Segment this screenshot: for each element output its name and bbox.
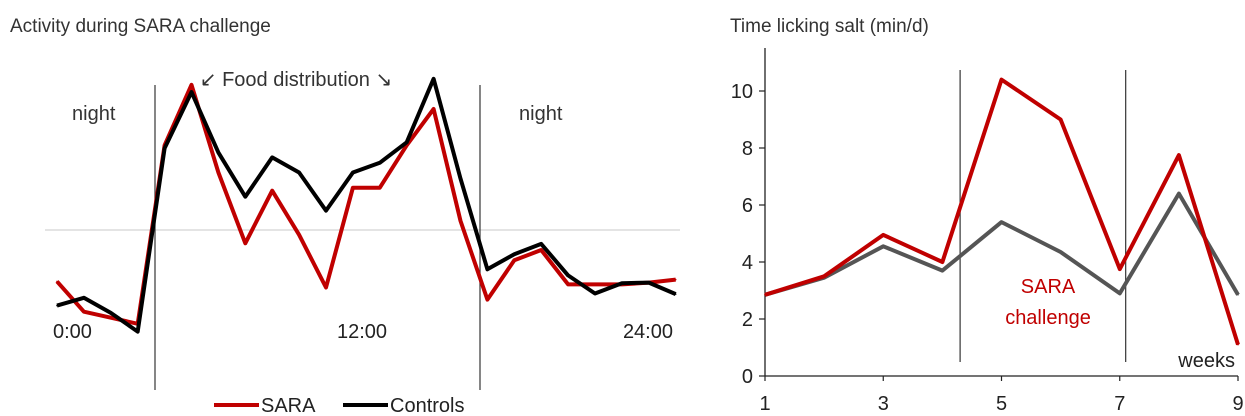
data-point bbox=[217, 171, 220, 174]
data-point bbox=[459, 177, 462, 180]
data-point bbox=[459, 220, 462, 222]
data-point bbox=[486, 298, 489, 301]
x-axis-title: weeks bbox=[1177, 350, 1235, 372]
data-point bbox=[432, 77, 435, 80]
data-point bbox=[941, 261, 944, 263]
y-tick-label: 4 bbox=[742, 252, 753, 274]
x-tick-label: 3 bbox=[878, 393, 889, 415]
x-tick-label: 7 bbox=[1114, 393, 1125, 415]
data-point bbox=[823, 275, 825, 278]
y-tick-label: 0 bbox=[742, 366, 753, 388]
series-line-controls bbox=[56, 76, 677, 334]
x-tick-label: 24:00 bbox=[623, 321, 673, 343]
data-point bbox=[217, 151, 220, 154]
y-tick-label: 8 bbox=[742, 138, 753, 160]
data-point bbox=[379, 162, 381, 164]
data-point bbox=[352, 171, 354, 174]
data-point bbox=[941, 269, 944, 272]
data-point bbox=[136, 330, 139, 333]
data-point bbox=[1178, 192, 1180, 195]
data-point bbox=[244, 195, 247, 198]
data-point bbox=[1059, 118, 1062, 121]
data-point bbox=[83, 310, 85, 313]
data-point bbox=[56, 304, 58, 307]
data-point bbox=[163, 147, 166, 150]
data-point bbox=[379, 186, 381, 189]
data-point bbox=[298, 171, 300, 174]
data-point bbox=[513, 253, 516, 255]
data-point bbox=[1178, 154, 1180, 156]
x-tick-label: 5 bbox=[996, 393, 1007, 415]
data-point bbox=[190, 91, 193, 93]
chart-title: Time licking salt (min/d) bbox=[730, 16, 929, 37]
data-point bbox=[190, 84, 193, 86]
data-point bbox=[325, 209, 327, 212]
data-point bbox=[110, 316, 112, 319]
data-point bbox=[594, 283, 596, 286]
annotation-night: night bbox=[72, 103, 116, 125]
y-tick-label: 2 bbox=[742, 309, 753, 331]
data-point bbox=[1000, 78, 1003, 81]
data-point bbox=[540, 249, 542, 251]
x-tick-label: 0:00 bbox=[53, 321, 92, 343]
data-point bbox=[621, 282, 623, 285]
data-point bbox=[1000, 221, 1003, 223]
data-point bbox=[325, 286, 327, 289]
data-point bbox=[1237, 343, 1239, 346]
y-tick-label: 6 bbox=[742, 195, 753, 217]
annotation-challenge: challenge bbox=[1005, 307, 1091, 329]
annotation-night: night bbox=[519, 103, 563, 125]
data-point bbox=[432, 108, 435, 110]
salt-licking-chart-svg: 0 2 4 6 8 10 1 3 5 7 9 SARA challenge weeks bbox=[731, 48, 1244, 415]
data-point bbox=[1237, 293, 1239, 296]
data-point bbox=[674, 278, 677, 281]
data-point bbox=[486, 268, 489, 271]
data-point bbox=[244, 242, 247, 245]
data-point bbox=[882, 245, 885, 248]
x-tick-label: 9 bbox=[1232, 393, 1243, 415]
data-point bbox=[271, 156, 274, 159]
data-point bbox=[56, 280, 58, 283]
legend-label: SARA bbox=[261, 395, 316, 416]
annotation-sara: SARA bbox=[1021, 276, 1076, 298]
annotation-food-distribution: ↙ Food distribution ↘ bbox=[200, 69, 393, 91]
data-point bbox=[271, 189, 274, 192]
data-point bbox=[1059, 251, 1062, 253]
data-point bbox=[567, 274, 569, 277]
data-point bbox=[674, 293, 677, 295]
data-point bbox=[567, 283, 569, 286]
data-point bbox=[594, 292, 596, 295]
chart-title: Activity during SARA challenge bbox=[10, 16, 271, 37]
data-point bbox=[764, 293, 766, 296]
x-tick-label: 12:00 bbox=[337, 321, 387, 343]
data-point bbox=[110, 312, 112, 314]
activity-chart-svg: night night ↙ Food distribution ↘ 0:00 12:00… bbox=[45, 69, 680, 416]
data-point bbox=[405, 141, 408, 144]
data-point bbox=[83, 296, 85, 299]
data-point bbox=[1118, 268, 1121, 270]
series-line-sara bbox=[55, 82, 676, 326]
salt-licking-chart-panel: Time licking salt (min/d) 0 2 4 6 8 10 1 3 5 7 9 SA… bbox=[700, 0, 1245, 416]
legend-label: Controls bbox=[390, 395, 464, 416]
data-point bbox=[1118, 292, 1121, 295]
data-point bbox=[540, 243, 542, 245]
data-point bbox=[298, 234, 300, 236]
x-tick-label: 1 bbox=[759, 393, 770, 415]
data-point bbox=[882, 234, 885, 236]
data-point bbox=[513, 259, 516, 262]
data-point bbox=[352, 186, 354, 189]
data-point bbox=[648, 281, 650, 284]
series-line-gray bbox=[764, 191, 1240, 297]
activity-chart-panel: Activity during SARA challenge night nigh… bbox=[10, 16, 680, 416]
y-tick-label: 10 bbox=[731, 81, 753, 103]
